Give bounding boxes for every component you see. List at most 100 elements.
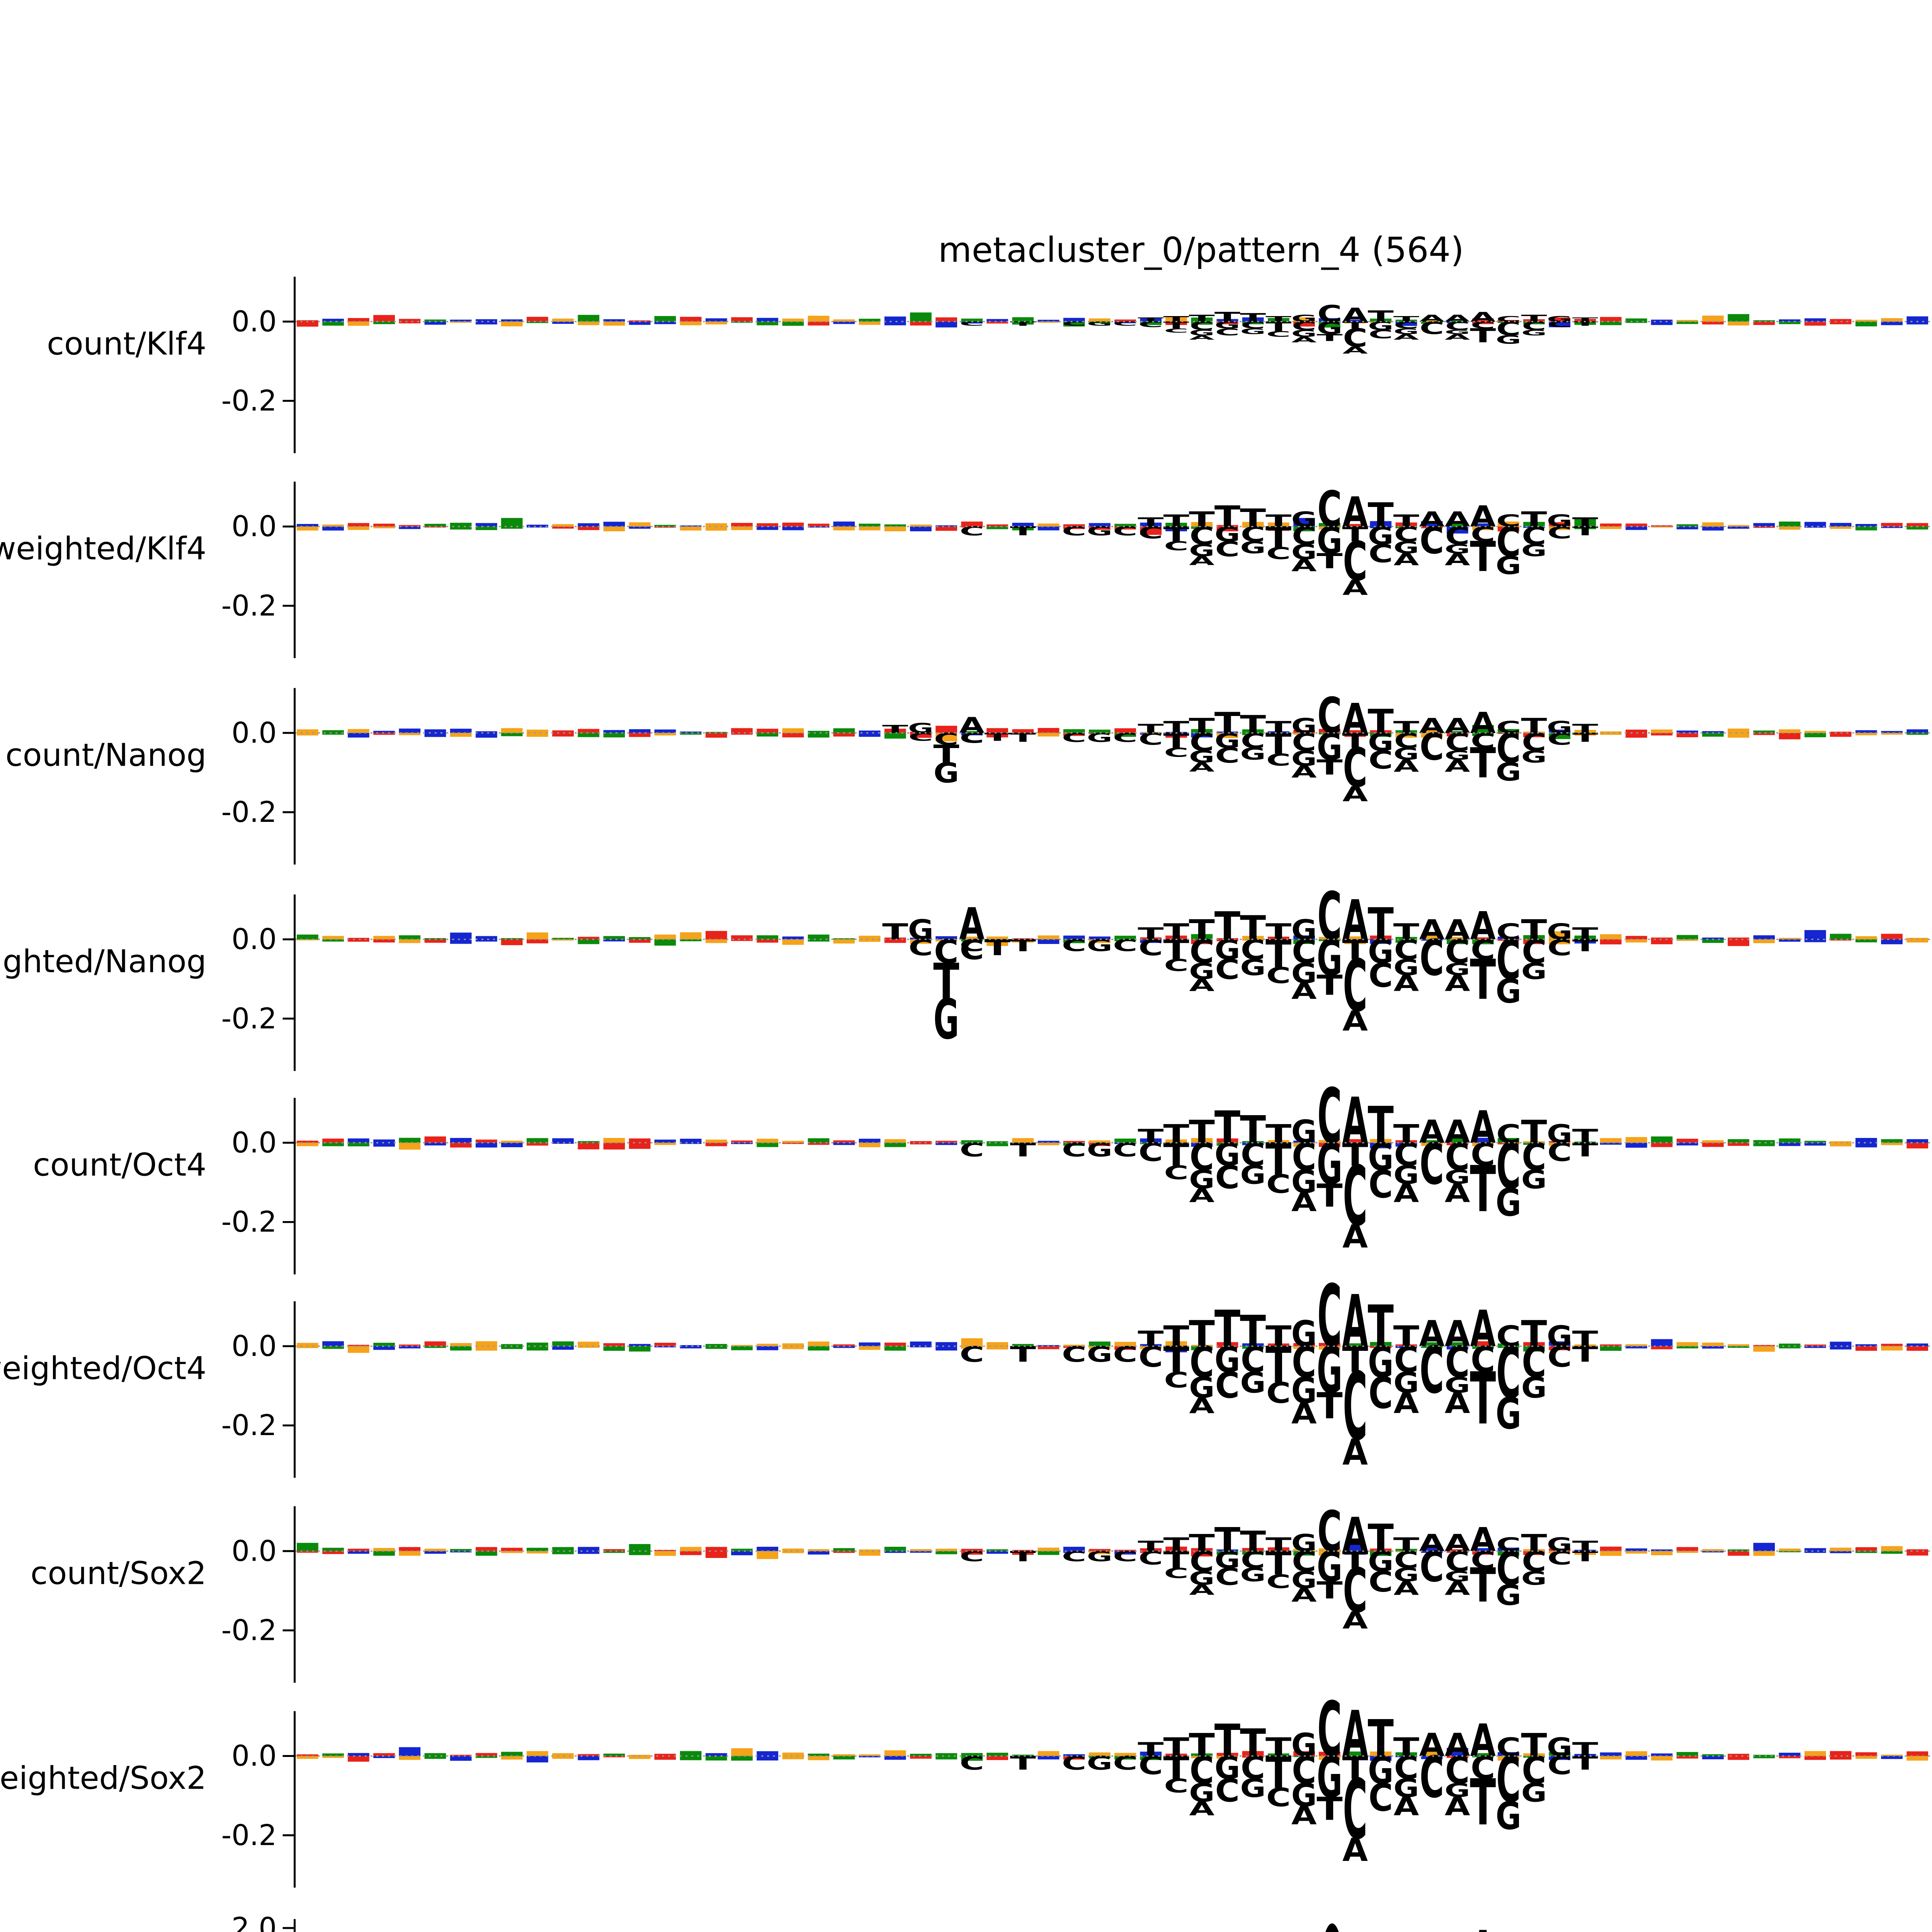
noise-band: [322, 316, 1929, 328]
logo-letter-A: A: [1445, 1179, 1470, 1208]
logo-letter-T: T: [882, 723, 908, 736]
logo-letter-A: A: [1342, 304, 1368, 327]
logo-letter-C: C: [1317, 878, 1342, 955]
logo-letter-T: T: [933, 740, 959, 769]
logo-letter-G: G: [1240, 745, 1265, 764]
logo-letter-G: G: [1521, 328, 1547, 337]
logo-letter-C: C: [1420, 1131, 1444, 1197]
logo-letter-A: A: [1419, 914, 1445, 946]
logo-letter-C: C: [1548, 1340, 1572, 1374]
logo-letter-C: C: [1317, 300, 1342, 327]
logo-letter-C: C: [1215, 537, 1240, 561]
logo-letter-C: C: [1420, 1745, 1444, 1811]
logo-letter-G: G: [1521, 959, 1547, 984]
logo-letter-G: G: [1087, 1752, 1112, 1774]
logo-letter-C: C: [1343, 1555, 1367, 1626]
row-label: count/Oct4: [33, 1147, 206, 1184]
logo-letter-T: T: [1470, 1152, 1496, 1226]
logo-letter-C: C: [1215, 954, 1240, 986]
logo-letter-A: A: [1445, 1792, 1470, 1821]
logo-letter-G: G: [1445, 329, 1470, 336]
row-label: weighted/Oct4: [0, 1350, 206, 1387]
logo-letter-T: T: [1265, 1119, 1291, 1149]
y-tick-label: -0.2: [221, 1409, 277, 1442]
logo-letter-A: A: [1445, 1578, 1470, 1599]
logo-letter-A: A: [1419, 1313, 1445, 1354]
logo-letter-C: C: [1343, 737, 1367, 799]
logo-letter-T: T: [1010, 320, 1036, 327]
logo-letter-T: T: [1316, 755, 1342, 780]
logo-letter-G: G: [1521, 1779, 1547, 1808]
logo-letter-A: A: [1291, 1397, 1317, 1430]
logo-letter-T: T: [1214, 1923, 1241, 1932]
y-tick-label: -0.2: [221, 1206, 277, 1239]
logo-letter-C: C: [1496, 512, 1520, 531]
logo-letter-C: C: [1113, 1752, 1137, 1774]
logo-letter-T: T: [1521, 1313, 1547, 1355]
logo-letter-T: T: [1470, 947, 1496, 1012]
logo-letter-C: C: [1164, 327, 1189, 334]
logo-letter-A: A: [1189, 1185, 1214, 1207]
logo-letter-T: T: [1240, 908, 1266, 947]
logo-letter-G: G: [1189, 1567, 1214, 1589]
logo-letter-C: C: [1266, 1170, 1291, 1199]
logo-letter-T: T: [1214, 1715, 1240, 1767]
logo-letter-T: T: [1163, 718, 1189, 737]
logo-letter-G: G: [1291, 714, 1317, 738]
logo-letter-T: T: [1368, 1293, 1394, 1360]
logo-letter-G: G: [1521, 1567, 1547, 1589]
noise-band: [297, 934, 1877, 946]
logo-letter-T: T: [1572, 924, 1598, 943]
logo-letter-T: T: [985, 731, 1011, 743]
logo-letter-G: G: [1393, 1161, 1419, 1190]
logo-letter-C: C: [1420, 318, 1444, 338]
logo-letter-G: G: [1189, 748, 1214, 767]
logo-letter-C: C: [1266, 963, 1291, 988]
y-tick-label: 0.0: [231, 1535, 277, 1568]
logo-letter-G: G: [1240, 1564, 1265, 1586]
logo-letter-A: A: [959, 713, 985, 738]
y-tick-label: -0.2: [221, 1819, 277, 1852]
logo-letter-T: T: [1470, 1765, 1496, 1839]
logo-letter-T: T: [1240, 1108, 1266, 1152]
logo-letter-T: T: [1214, 1300, 1240, 1359]
logo-letter-T: T: [1316, 1178, 1342, 1214]
logo-letter-G: G: [1291, 1370, 1317, 1412]
logo-letter-T: T: [882, 919, 908, 945]
logo-letter-T: T: [1189, 507, 1215, 532]
logo-letter-C: C: [1420, 1543, 1444, 1592]
logo-letter-T: T: [1138, 1126, 1163, 1148]
logo-letter-G: G: [1393, 1366, 1419, 1400]
logo-letter-G: G: [1291, 1114, 1317, 1151]
noise-band: [322, 1339, 1929, 1352]
logo-letter-T: T: [1470, 325, 1496, 347]
logo-letter-C: C: [1266, 544, 1291, 563]
logo-letter-A: A: [1419, 1113, 1445, 1150]
logo-letter-T: T: [1368, 1517, 1394, 1560]
logo-letter-T: T: [1163, 1119, 1189, 1149]
logo-letter-A: A: [1342, 694, 1368, 743]
logo-letter-G: G: [934, 988, 959, 1052]
logo-letter-T: T: [1010, 1342, 1036, 1367]
logo-letter-C: C: [1317, 687, 1342, 745]
logo-letter-T: T: [1316, 969, 1343, 1002]
logo-letter-T: T: [1393, 511, 1419, 531]
logo-letter-A: A: [1445, 971, 1470, 996]
logo-letter-T: T: [1189, 1114, 1215, 1150]
logo-letter-T: T: [1010, 1752, 1036, 1774]
logo-letter-T: T: [1163, 511, 1189, 531]
logo-letter-G: G: [1393, 955, 1419, 980]
logo-letter-G: G: [1393, 1564, 1419, 1586]
logo-letter-G: G: [1547, 512, 1572, 531]
logo-letter-A: A: [1342, 888, 1368, 952]
logo-letter-G: G: [1291, 540, 1317, 564]
logo-letter-A: A: [1342, 1431, 1368, 1473]
logo-letter-T: T: [933, 953, 959, 1010]
logo-letter-A: A: [1393, 756, 1419, 776]
logo-letter-G: G: [1445, 1166, 1470, 1188]
logo-letter-T: T: [1470, 740, 1496, 788]
logo-letter-C: C: [1496, 1129, 1520, 1203]
